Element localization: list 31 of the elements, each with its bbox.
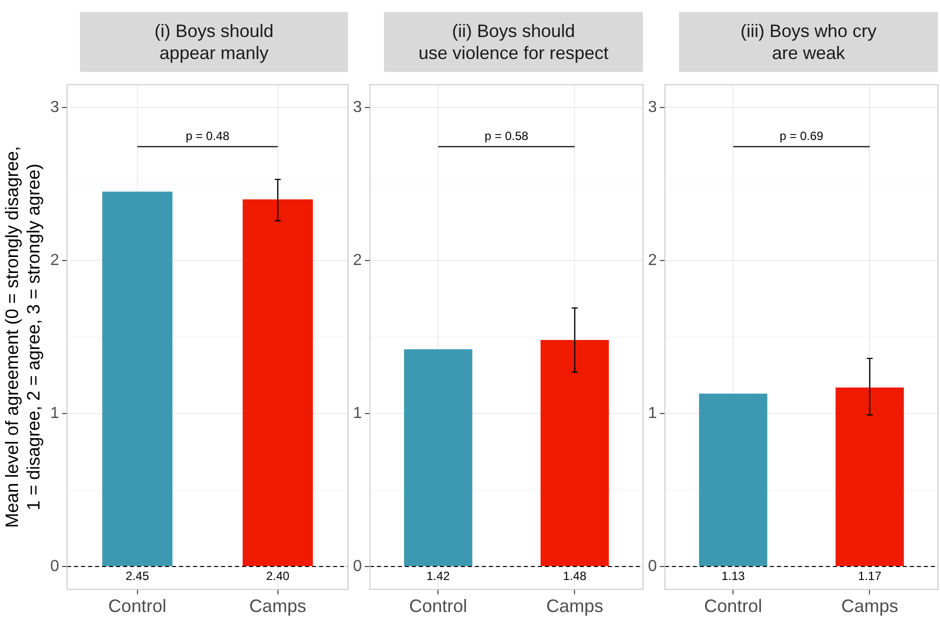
data-label: 2.45 bbox=[126, 568, 150, 583]
data-label: 1.42 bbox=[426, 568, 450, 583]
y-tick-label: 0 bbox=[50, 558, 60, 575]
x-tick-label: Camps bbox=[546, 596, 604, 616]
chart-title: (i) Boys should appear manly bbox=[80, 12, 348, 72]
y-tick-label: 1 bbox=[352, 404, 362, 422]
y-tick-label: 2 bbox=[50, 252, 60, 269]
data-label: 1.48 bbox=[563, 568, 587, 583]
y-axis-title: Mean level of agreement (0 = strongly disagree, 1 = disagree, 2 = agree, 3 = strongly agree) bbox=[2, 146, 44, 528]
chart-title: (ii) Boys should use violence for respect bbox=[384, 12, 643, 72]
data-label: 1.13 bbox=[721, 568, 746, 583]
annotation: p = 0.69 bbox=[780, 128, 824, 143]
y-tick-label: 0 bbox=[648, 558, 657, 575]
y-tick-label: 0 bbox=[352, 558, 362, 575]
x-tick-label: Control bbox=[704, 596, 762, 616]
y-tick-label: 2 bbox=[352, 252, 362, 269]
x-tick-label: Camps bbox=[249, 596, 306, 616]
y-tick-label: 1 bbox=[50, 404, 60, 422]
y-tick-label: 3 bbox=[352, 98, 362, 116]
y-tick-label: 3 bbox=[648, 98, 657, 116]
y-tick-label: 3 bbox=[50, 98, 60, 116]
x-tick-label: Camps bbox=[841, 596, 898, 616]
y-tick-label: 1 bbox=[648, 404, 657, 422]
data-label: 1.17 bbox=[858, 568, 882, 583]
x-tick-label: Control bbox=[409, 596, 468, 616]
y-tick-label: 2 bbox=[648, 252, 657, 269]
chart-title: (iii) Boys who cry are weak bbox=[679, 12, 938, 72]
data-label: 2.40 bbox=[266, 568, 290, 583]
x-tick-label: Control bbox=[108, 596, 166, 616]
annotation: p = 0.48 bbox=[186, 128, 230, 143]
annotation: p = 0.58 bbox=[484, 128, 529, 143]
